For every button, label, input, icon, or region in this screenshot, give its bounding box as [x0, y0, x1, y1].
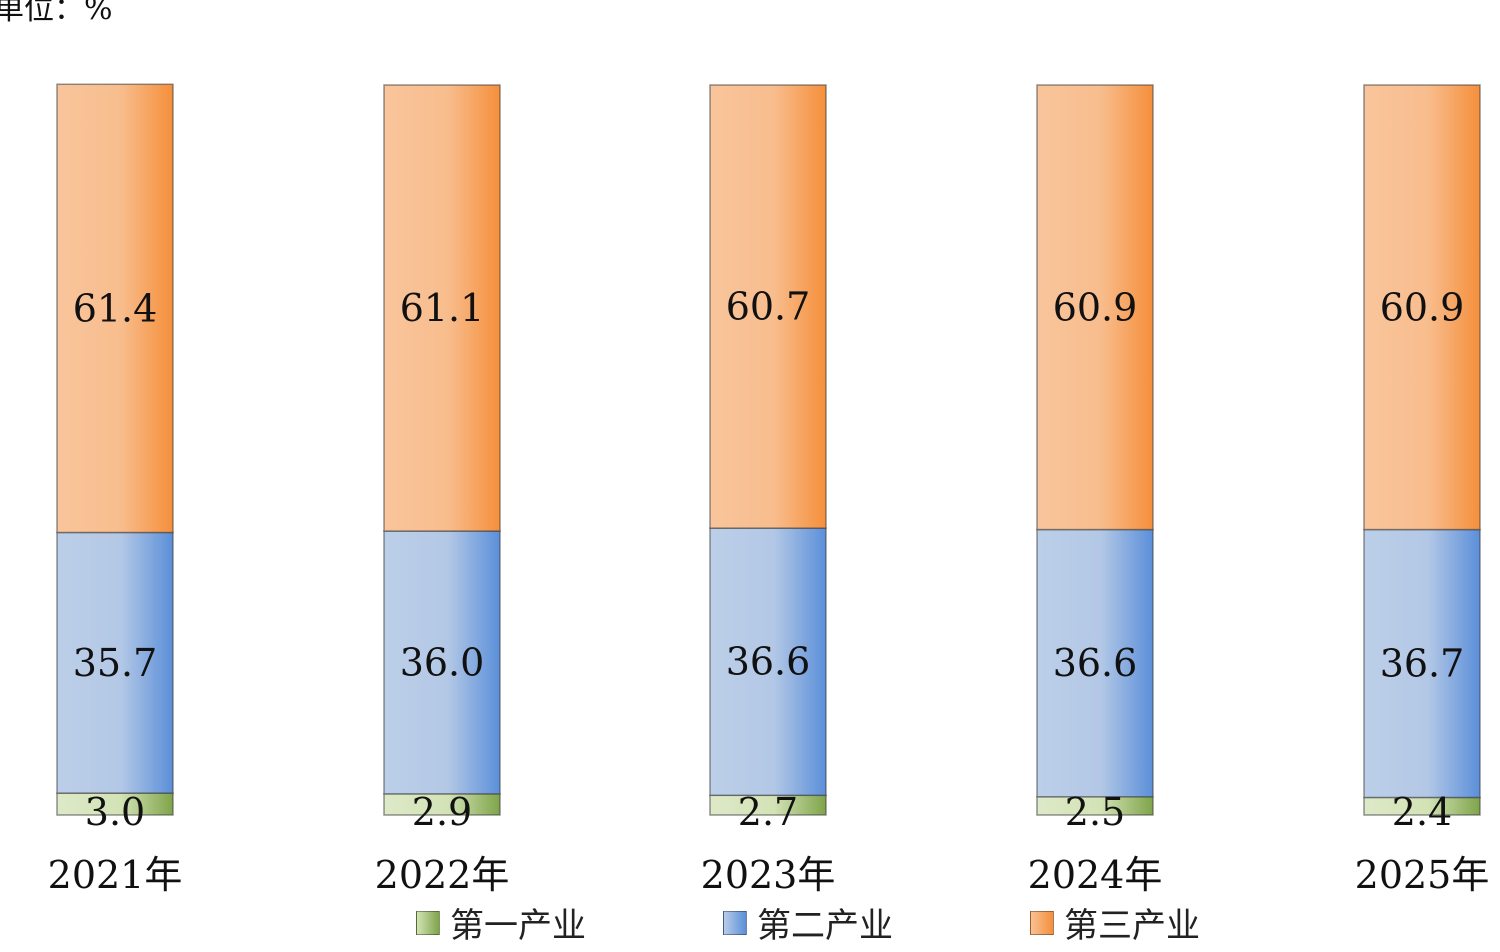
data-label-secondary-1: 35.7 — [73, 641, 158, 685]
x-tick-label-1: 2021年 — [48, 853, 183, 897]
data-label-secondary-2: 36.0 — [400, 640, 485, 684]
legend-label-primary: 第一产业 — [450, 906, 586, 946]
data-label-secondary-3: 36.6 — [726, 640, 811, 684]
legend-label-tertiary: 第三产业 — [1064, 906, 1200, 946]
legend-label-secondary: 第二产业 — [757, 906, 893, 946]
legend-item-primary: 第一产业 — [416, 898, 586, 947]
data-label-primary-4: 2.5 — [1065, 790, 1125, 834]
data-label-tertiary-5: 60.9 — [1380, 285, 1465, 329]
data-label-secondary-5: 36.7 — [1380, 642, 1465, 686]
data-label-primary-5: 2.4 — [1392, 790, 1452, 834]
legend-item-secondary: 第二产业 — [723, 898, 893, 947]
data-label-primary-3: 2.7 — [738, 790, 798, 834]
bar-segment-secondary-3 — [709, 527, 827, 797]
data-label-tertiary-4: 60.9 — [1053, 285, 1138, 329]
data-label-tertiary-1: 61.4 — [73, 286, 158, 330]
legend-item-tertiary: 第三产业 — [1030, 898, 1200, 947]
x-tick-label-3: 2023年 — [701, 853, 836, 897]
legend-swatch-secondary — [723, 910, 747, 935]
data-label-tertiary-2: 61.1 — [400, 286, 485, 330]
data-label-primary-1: 3.0 — [85, 790, 145, 834]
bar-segment-tertiary-3 — [709, 84, 827, 529]
bar-segment-secondary-5 — [1363, 528, 1481, 799]
x-tick-label-5: 2025年 — [1355, 853, 1490, 897]
data-label-primary-2: 2.9 — [412, 790, 472, 834]
bar-segment-tertiary-4 — [1036, 84, 1154, 531]
bar-segment-tertiary-1 — [56, 83, 174, 534]
legend-swatch-tertiary — [1030, 910, 1054, 935]
data-label-secondary-4: 36.6 — [1053, 641, 1138, 685]
chart-legend: 第一产业 第二产业 第三产业 — [0, 898, 1500, 946]
unit-label: 单位：% — [0, 0, 113, 27]
x-tick-label-4: 2024年 — [1028, 853, 1163, 897]
legend-swatch-primary — [416, 910, 440, 935]
bar-segment-tertiary-2 — [383, 84, 501, 532]
bar-segment-tertiary-5 — [1363, 84, 1481, 531]
bar-segment-secondary-2 — [383, 530, 501, 795]
data-label-tertiary-3: 60.7 — [726, 285, 811, 329]
bar-segment-secondary-1 — [56, 531, 174, 794]
x-tick-label-2: 2022年 — [375, 853, 510, 897]
